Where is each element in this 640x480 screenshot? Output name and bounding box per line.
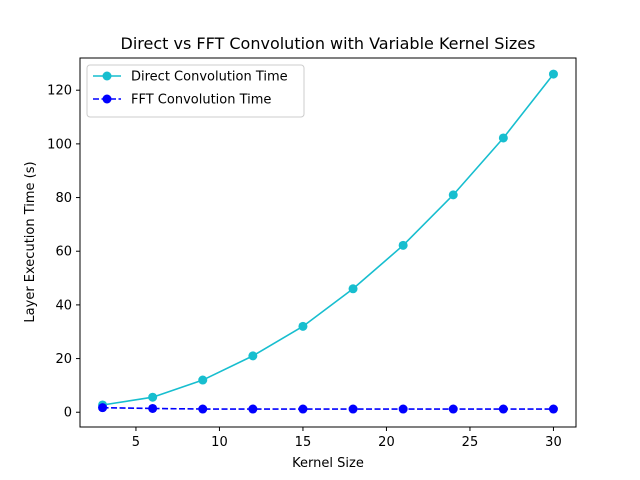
series-0-point	[548, 69, 558, 79]
series-0-point	[498, 133, 508, 143]
y-tick-label: 20	[55, 352, 72, 367]
y-tick-label: 120	[47, 84, 72, 99]
legend-box	[86, 64, 305, 118]
series-1-point	[498, 404, 508, 414]
legend-label: FFT Convolution Time	[131, 93, 271, 108]
series-0-point	[248, 351, 258, 361]
y-axis-label: Layer Execution Time (s)	[23, 161, 38, 322]
series-0-point	[198, 375, 208, 385]
plot-area: 5 10 15 20 25 30 0 20 40 60 80 100 120	[47, 57, 577, 450]
series-1-point	[398, 404, 408, 414]
y-tick-label: 40	[55, 298, 72, 313]
series-1-point	[198, 404, 208, 414]
series-line-0	[102, 73, 555, 406]
x-tick-label: 25	[462, 435, 479, 450]
y-tick-label: 100	[47, 137, 72, 152]
x-tick-label: 20	[378, 435, 395, 450]
series-1-point	[548, 404, 558, 414]
x-tick-label: 15	[295, 435, 312, 450]
legend-label: Direct Convolution Time	[131, 70, 288, 85]
series-0-point	[298, 321, 308, 331]
y-tick-label: 0	[64, 406, 72, 421]
chart-title: Direct vs FFT Convolution with Variable …	[121, 34, 536, 53]
series-0-point	[348, 284, 358, 294]
series-0-point	[448, 190, 458, 200]
series-1-point	[248, 404, 258, 414]
plot-frame	[79, 57, 577, 428]
y-tick-label: 80	[55, 191, 72, 206]
x-tick-label: 5	[132, 435, 140, 450]
series-line-1	[102, 406, 554, 410]
series-0-point	[398, 240, 408, 250]
series-1-point	[148, 403, 158, 413]
legend: Direct Convolution Time FFT Convolution T…	[86, 64, 305, 118]
series-0-point	[148, 392, 158, 402]
y-tick-label: 60	[55, 245, 72, 260]
series-1-point	[448, 404, 458, 414]
x-axis-label: Kernel Size	[292, 456, 364, 471]
series-1-point	[98, 403, 108, 413]
legend-swatch-marker	[102, 94, 112, 104]
legend-swatch-marker	[102, 71, 112, 81]
series-1-point	[298, 404, 308, 414]
series-1-point	[348, 404, 358, 414]
x-tick-label: 30	[545, 435, 562, 450]
x-tick-label: 10	[211, 435, 228, 450]
